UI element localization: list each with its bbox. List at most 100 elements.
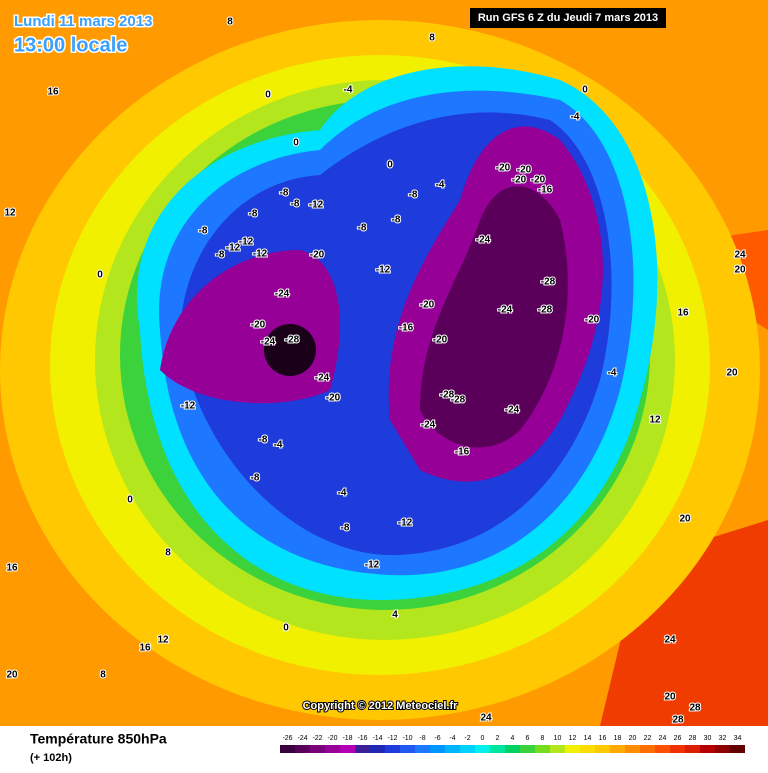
scale-swatch — [460, 745, 475, 753]
contour-label: -8 — [341, 523, 350, 534]
scale-swatch — [535, 745, 550, 753]
contour-label: 20 — [679, 514, 691, 525]
contour-label: -4 — [436, 180, 445, 191]
scale-label: 12 — [569, 735, 577, 742]
scale-swatch — [520, 745, 535, 753]
contour-label: 0 — [582, 85, 588, 96]
contour-label: -24 — [315, 373, 330, 384]
scale-label: 24 — [659, 735, 667, 742]
scale-swatch — [610, 745, 625, 753]
cold-core — [264, 324, 316, 376]
scale-swatch — [595, 745, 610, 753]
contour-label: -8 — [291, 199, 300, 210]
scale-label: 14 — [584, 735, 592, 742]
contour-label: -28 — [451, 395, 466, 406]
scale-label: -12 — [387, 735, 397, 742]
contour-label: 20 — [726, 368, 738, 379]
scale-label: 28 — [689, 735, 697, 742]
contour-label: -20 — [251, 320, 266, 331]
scale-label: -4 — [449, 735, 455, 742]
contour-label: -4 — [338, 488, 347, 499]
copyright: Copyright © 2012 Meteociel.fr — [303, 700, 459, 712]
scale-swatch — [730, 745, 745, 753]
contour-label: -12 — [376, 265, 391, 276]
contour-label: -20 — [517, 165, 532, 176]
contour-label: 12 — [4, 208, 16, 219]
contour-label: -24 — [261, 337, 276, 348]
contour-label: -12 — [226, 243, 241, 254]
contour-label: -20 — [585, 315, 600, 326]
scale-label: 26 — [674, 735, 682, 742]
contour-label: -8 — [216, 250, 225, 261]
scale-label: 22 — [644, 735, 652, 742]
contour-label: 0 — [97, 270, 103, 281]
contour-label: -28 — [285, 335, 300, 346]
scale-label: 10 — [554, 735, 562, 742]
scale-label: -18 — [342, 735, 352, 742]
scale-label: -14 — [372, 735, 382, 742]
scale-label: -24 — [297, 735, 307, 742]
contour-label: -28 — [440, 390, 455, 401]
contour-label: -4 — [608, 368, 617, 379]
contour-label: -20 — [531, 175, 546, 186]
scale-label: -16 — [357, 735, 367, 742]
contour-label: 24 — [480, 713, 492, 724]
scale-label: 16 — [599, 735, 607, 742]
scale-swatch — [700, 745, 715, 753]
contour-label: 24 — [734, 250, 746, 261]
contour-label: 8 — [429, 33, 435, 44]
scale-swatch — [640, 745, 655, 753]
contour-label: 20 — [6, 670, 18, 681]
contour-label: -8 — [259, 435, 268, 446]
scale-swatch — [370, 745, 385, 753]
scale-label: 2 — [496, 735, 500, 742]
contour-label: 16 — [6, 563, 18, 574]
scale-swatch — [685, 745, 700, 753]
scale-swatch — [445, 745, 460, 753]
scale-swatch — [430, 745, 445, 753]
scale-swatch — [670, 745, 685, 753]
scale-swatch — [550, 745, 565, 753]
scale-swatch — [580, 745, 595, 753]
scale-label: 4 — [511, 735, 515, 742]
contour-label: 28 — [689, 703, 701, 714]
contour-label: 4 — [392, 610, 398, 621]
contour-label: -12 — [309, 200, 324, 211]
contour-label: 0 — [387, 160, 393, 171]
footer-lead: (+ 102h) — [30, 752, 72, 764]
contour-label: -8 — [199, 226, 208, 237]
scale-label: -2 — [464, 735, 470, 742]
cold-core — [420, 186, 568, 448]
contour-label: -8 — [358, 223, 367, 234]
contour-label: -20 — [420, 300, 435, 311]
scale-swatch — [385, 745, 400, 753]
contour-label: 20 — [734, 265, 746, 276]
scale-swatch — [325, 745, 340, 753]
scale-swatch — [625, 745, 640, 753]
contour-label: 28 — [672, 715, 684, 726]
scale-label: -22 — [312, 735, 322, 742]
scale-swatch — [355, 745, 370, 753]
contour-label: -12 — [239, 237, 254, 248]
contour-label: -16 — [455, 447, 470, 458]
scale-swatch — [310, 745, 325, 753]
scale-label: 34 — [734, 735, 742, 742]
contour-label: -16 — [399, 323, 414, 334]
contour-label: -8 — [409, 190, 418, 201]
scale-swatch — [505, 745, 520, 753]
contour-label: 0 — [283, 623, 289, 634]
contour-label: -4 — [571, 112, 580, 123]
scale-swatch — [415, 745, 430, 753]
scale-label: 0 — [481, 735, 485, 742]
contour-label: -4 — [274, 440, 283, 451]
contour-label: -24 — [498, 305, 513, 316]
contour-label: -24 — [476, 235, 491, 246]
scale-swatch — [340, 745, 355, 753]
footer-title: Température 850hPa — [30, 731, 167, 747]
contour-label: -20 — [512, 175, 527, 186]
scale-label: -10 — [402, 735, 412, 742]
time-label: 13:00 locale — [14, 34, 127, 56]
contour-label: 12 — [157, 635, 169, 646]
scale-label: -6 — [434, 735, 440, 742]
